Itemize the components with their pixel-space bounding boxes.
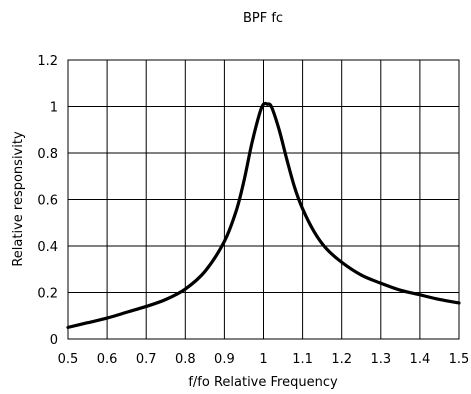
grid <box>67 59 460 340</box>
x-axis-label: f/fo Relative Frequency <box>188 375 338 390</box>
y-tick-label: 1 <box>50 101 58 116</box>
y-tick-label: 0.2 <box>37 287 58 302</box>
y-tick-label: 1.2 <box>37 54 58 69</box>
x-tick-label: 0.8 <box>175 352 196 367</box>
x-tick-label: 1 <box>259 352 267 367</box>
plot-frame <box>67 59 460 340</box>
x-axis-ticks: 0.5 0.6 0.7 0.8 0.9 1 1.1 1.2 1.3 1.4 1.5 <box>58 352 470 367</box>
x-tick-label: 1.1 <box>292 352 313 367</box>
x-tick-label: 1.2 <box>331 352 352 367</box>
y-axis-label: Relative responsivity <box>11 131 26 267</box>
series-line <box>66 101 461 329</box>
x-tick-label: 1.4 <box>410 352 431 367</box>
x-tick-label: 0.5 <box>58 352 79 367</box>
y-tick-label: 0.8 <box>37 147 58 162</box>
x-tick-label: 1.5 <box>449 352 470 367</box>
x-tick-label: 1.3 <box>370 352 391 367</box>
y-tick-label: 0.4 <box>37 240 58 255</box>
x-tick-label: 0.6 <box>97 352 118 367</box>
chart-title: BPF fc <box>243 11 283 26</box>
x-tick-label: 0.9 <box>214 352 235 367</box>
y-tick-label: 0 <box>50 333 58 348</box>
x-tick-label: 0.7 <box>136 352 157 367</box>
y-axis-ticks: 0 0.2 0.4 0.6 0.8 1 1.2 <box>37 54 58 348</box>
y-tick-label: 0.6 <box>37 194 58 209</box>
